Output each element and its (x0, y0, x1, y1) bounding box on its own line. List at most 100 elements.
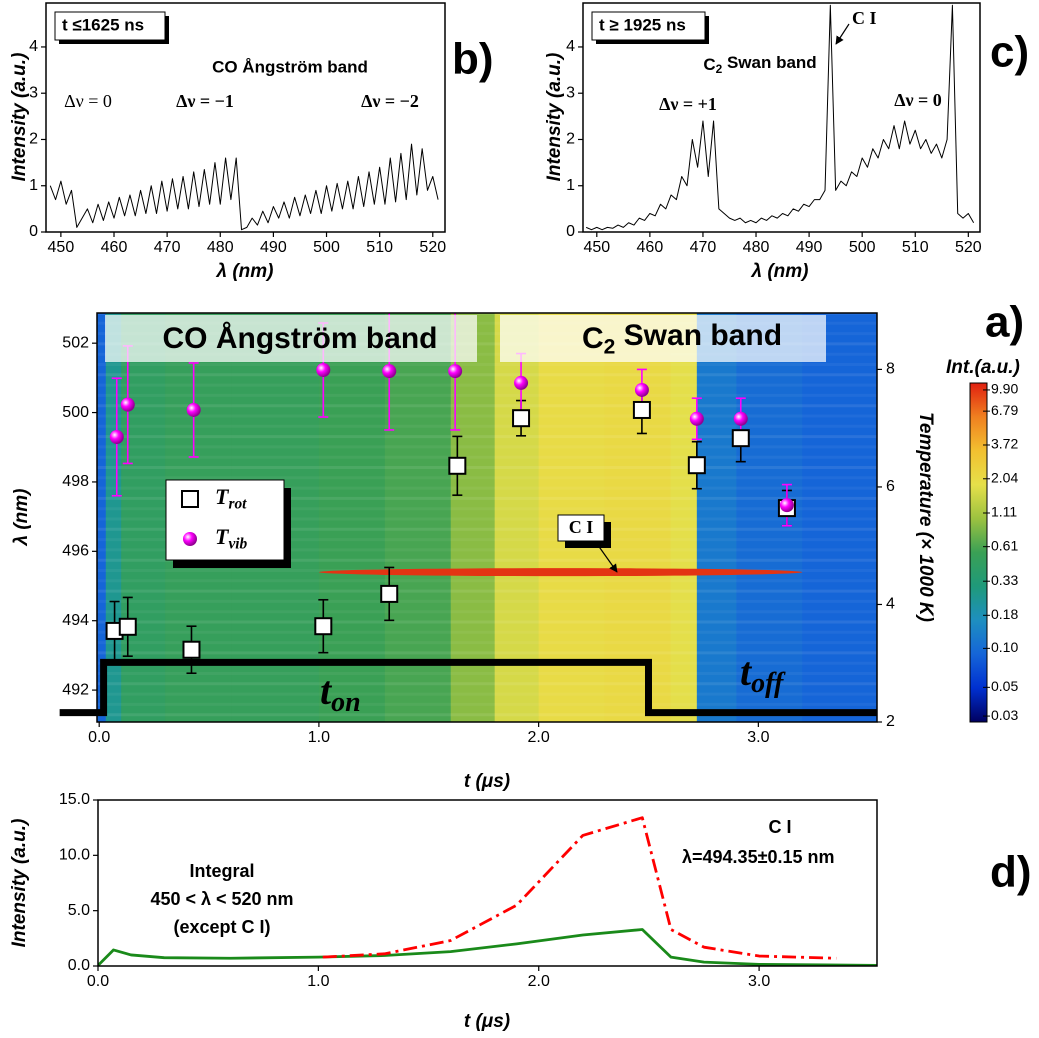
text-segment: T (215, 524, 230, 549)
emission-label: C I (569, 517, 594, 537)
subscript: off (751, 668, 786, 699)
data-line (49, 143, 439, 231)
x-tick-label: 2.0 (528, 973, 550, 990)
plot-frame (96, 312, 878, 723)
legend-label: Trot (215, 484, 247, 512)
panel-label: c) (990, 28, 1029, 77)
plot-frame (45, 2, 446, 233)
annotation: Δν = +1 (659, 94, 717, 114)
text-segment: Swan band (615, 319, 782, 352)
plot-area (585, 4, 975, 231)
panel-label: a) (985, 298, 1024, 347)
inset-box (54, 11, 166, 41)
data-line (322, 816, 837, 960)
square-marker (687, 456, 706, 475)
heatmap-cell (604, 313, 671, 722)
annotation: C2 Swan band (703, 54, 816, 77)
annotation: Integral (189, 861, 254, 881)
subscript: rot (228, 495, 247, 512)
colorbar-tick-label: 0.05 (991, 678, 1018, 694)
panel: 450 460 470 480 490 500 510 520 0 1 2 3 4 λ (nm) Inten… (544, 2, 1029, 282)
colorbar-tick-label: 0.18 (991, 606, 1018, 622)
x-tick-label: 450 (48, 239, 75, 256)
x-tick-label: 490 (796, 239, 823, 256)
band-label-box (500, 315, 826, 362)
colorbar-tick-label: 0.03 (991, 707, 1018, 723)
y-tick-label: 0 (566, 223, 575, 240)
x-tick-label: 500 (849, 239, 876, 256)
x-tick-label: 0.0 (88, 729, 110, 746)
annotation: λ=494.35±0.15 nm (682, 847, 835, 867)
text-segment: t (320, 668, 333, 713)
colorbar-tick-label: 0.33 (991, 572, 1018, 588)
annotation: C I (852, 8, 877, 28)
x-tick-label: 3.0 (748, 973, 770, 990)
heatmap-cell (450, 313, 496, 722)
x-tick-label: 0.0 (87, 973, 109, 990)
x-axis-label: t (μs) (464, 771, 510, 792)
colorbar-title: Int.(a.u.) (946, 357, 1020, 378)
sphere-marker (109, 429, 124, 444)
colorbar-tick-label: 1.11 (991, 504, 1017, 520)
x-tick-label: 460 (637, 239, 664, 256)
x-tick-label: 450 (583, 239, 610, 256)
heatmap-cell (97, 313, 107, 722)
text-segment: Swan band (722, 54, 816, 73)
annotation: Δν = 0 (64, 91, 112, 111)
data-line (98, 928, 877, 966)
sphere-marker (733, 411, 748, 426)
x-tick-label: 520 (955, 239, 982, 256)
x-tick-label: 500 (313, 239, 340, 256)
subscript: vib (228, 535, 247, 552)
y-tick-label: 4 (29, 38, 38, 55)
annotation: C I (768, 817, 791, 837)
x-tick-label: 510 (902, 239, 929, 256)
annotation: (except C I) (173, 917, 270, 937)
legend-label: Tvib (215, 524, 248, 552)
inset-label: t ≥ 1925 ns (599, 15, 686, 34)
x-axis-label: t (μs) (464, 1011, 510, 1032)
annotation: 450 < λ < 520 nm (150, 889, 293, 909)
annotation: Δν = −1 (176, 91, 234, 111)
y-tick-label: 496 (62, 543, 89, 560)
x-tick-label: 470 (154, 239, 181, 256)
y2-tick-label: 6 (886, 478, 895, 495)
band-label-box (105, 315, 477, 362)
y2-tick-label: 8 (886, 361, 895, 378)
y-tick-label: 492 (62, 681, 89, 698)
x-tick-label: 2.0 (528, 729, 550, 746)
sphere-marker (382, 364, 397, 379)
x-tick-label: 490 (260, 239, 287, 256)
panel-label: b) (452, 35, 494, 84)
y-tick-label: 0 (29, 223, 38, 240)
y-tick-label: 498 (62, 473, 89, 490)
band-label: CO Ångström band (163, 322, 438, 355)
square-marker (731, 429, 750, 448)
colorbar-tick-label: 0.10 (991, 639, 1018, 655)
panel: 0.0 1.0 2.0 3.0 0.0 5.0 10.0 15.0 t (μs) Intensit… (9, 791, 1032, 1032)
y-tick-label: 502 (62, 334, 89, 351)
x-tick-label: 1.0 (308, 729, 330, 746)
y-tick-label: 2 (566, 131, 575, 148)
heatmap-cell (736, 313, 803, 722)
annotation: Δν = −2 (361, 91, 419, 111)
colorbar (969, 382, 988, 723)
y-tick-label: 15.0 (59, 791, 90, 808)
x-tick-label: 470 (690, 239, 717, 256)
sphere-marker (316, 363, 331, 378)
x-axis-label: λ (nm) (751, 261, 809, 282)
heatmap-cell (318, 313, 386, 722)
annotation: CO Ångström band (212, 57, 368, 76)
panel-label: d) (990, 848, 1032, 897)
square-marker (380, 584, 399, 603)
square-marker (632, 400, 651, 419)
plot-area (98, 816, 877, 966)
data-line (585, 4, 975, 231)
emission-arrow (594, 540, 618, 573)
emission-line (318, 568, 803, 577)
text-segment: C (582, 322, 604, 355)
heatmap-cell (105, 313, 122, 722)
square-marker (448, 456, 467, 475)
subscript: 2 (604, 335, 616, 358)
